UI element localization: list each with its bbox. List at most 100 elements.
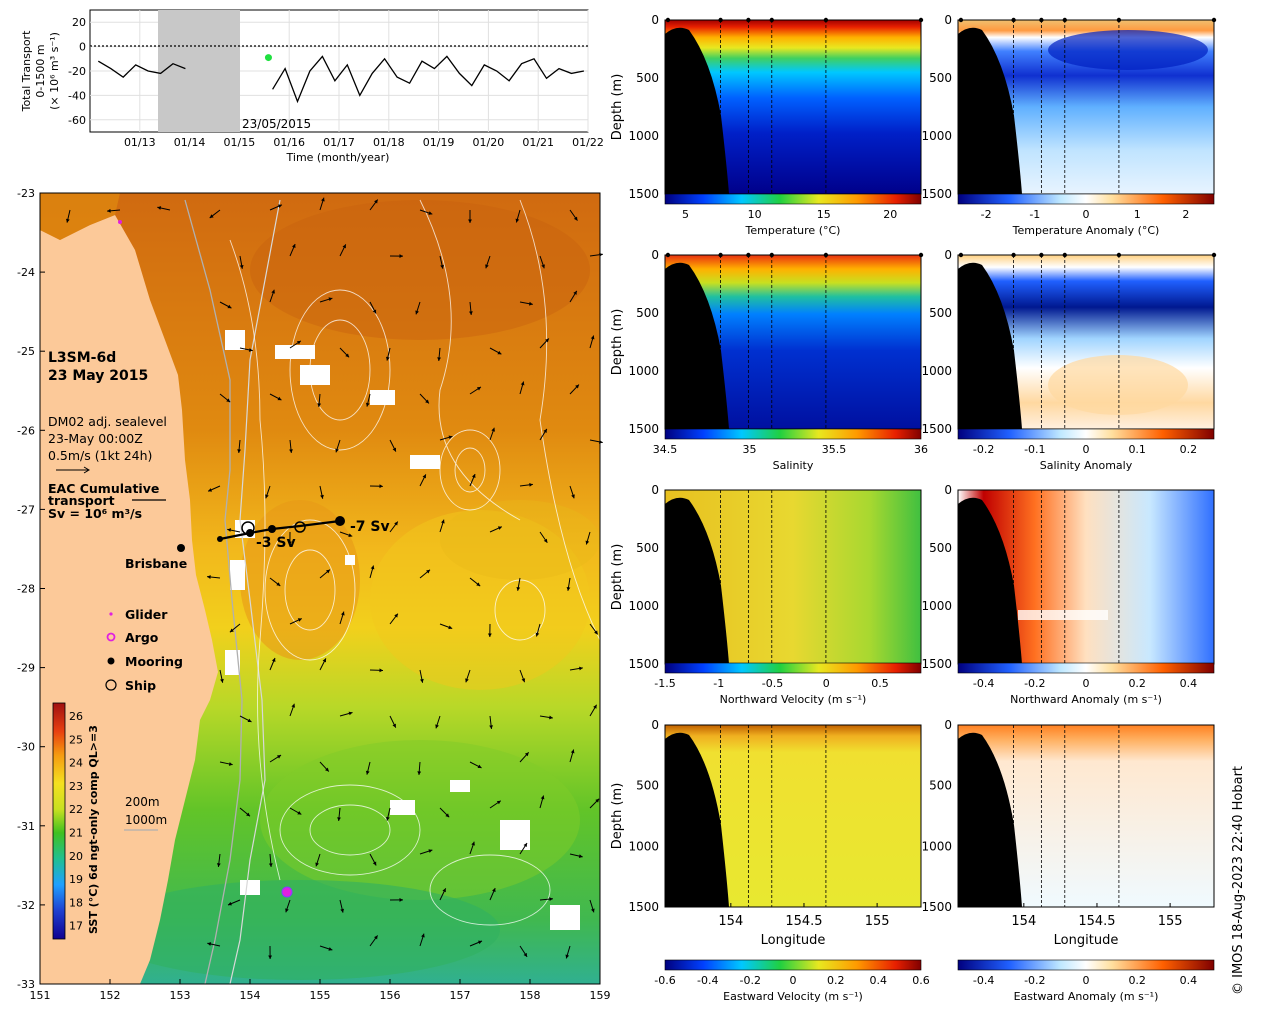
colorbar-tick-label: -1 xyxy=(1029,208,1040,221)
velocity-arrow xyxy=(417,761,422,775)
velocity-arrow xyxy=(419,569,431,579)
ts-xtick-label: 01/17 xyxy=(323,136,355,149)
colorbar-tick-label: -0.4 xyxy=(697,974,718,987)
sst-colorbar-tick: 21 xyxy=(69,827,83,840)
depth-tick-label: 0 xyxy=(651,248,659,262)
velocity-arrow xyxy=(589,623,599,635)
transport-line xyxy=(97,55,585,104)
sst-colorbar-tick: 19 xyxy=(69,873,83,886)
velocity-arrow xyxy=(489,526,503,533)
velocity-arrow xyxy=(539,428,548,441)
colorbar-tick-label: -0.4 xyxy=(973,677,994,690)
ts-xtick-label: 01/22 xyxy=(572,136,604,149)
velocity-arrow xyxy=(519,945,528,958)
section-colorbar xyxy=(957,193,1215,205)
colorbar-tick-label: 35 xyxy=(742,443,756,456)
depth-axis-label: Depth (m) xyxy=(610,74,625,141)
velocity-arrow xyxy=(339,244,347,257)
colorbar-tick-label: 34.5 xyxy=(653,443,678,456)
velocity-arrow xyxy=(585,531,591,545)
legend-glider: Glider xyxy=(125,607,168,622)
colorbar-label: Temperature (°C) xyxy=(745,224,841,237)
sst-colorbar-tick: 25 xyxy=(69,733,83,746)
ts-ylabel-3: (× 10⁶ m³ s⁻¹) xyxy=(48,32,61,110)
velocity-arrow xyxy=(519,842,528,855)
lon-tick-label: 154.5 xyxy=(785,914,822,929)
velocity-arrow xyxy=(419,849,433,855)
velocity-arrow xyxy=(569,384,580,395)
depth-tick-label: 1000 xyxy=(628,839,659,853)
map-ytick-label: -29 xyxy=(17,662,35,675)
velocity-arrow xyxy=(386,807,391,821)
colorbar-tick-label: -0.2 xyxy=(973,443,994,456)
section-moorings xyxy=(217,516,345,542)
velocity-arrow xyxy=(339,347,350,358)
velocity-arrow xyxy=(65,209,71,223)
velocity-arrow xyxy=(319,569,331,579)
velocity-arrow xyxy=(539,897,553,902)
map-ytick-label: -23 xyxy=(17,187,35,200)
depth-tick-label: 0 xyxy=(944,483,952,497)
map-ytick-label: -25 xyxy=(17,345,35,358)
velocity-arrow xyxy=(539,338,550,349)
velocity-arrow xyxy=(437,347,441,361)
ts-xtick-label: 01/18 xyxy=(373,136,405,149)
velocity-arrow xyxy=(565,945,571,959)
section-colorbar xyxy=(664,662,922,674)
section-frame xyxy=(957,724,1215,908)
depth-tick-label: 1000 xyxy=(921,599,952,613)
map-title-2: 23 May 2015 xyxy=(48,368,148,384)
sst-colorbar-ticks: 26 25 24 23 22 21 20 19 18 17 xyxy=(69,710,83,933)
map-ytick-label: -24 xyxy=(17,266,35,279)
depth-tick-label: 1000 xyxy=(628,364,659,378)
velocity-arrow xyxy=(469,473,476,487)
colorbar-tick-label: 0.2 xyxy=(1180,443,1198,456)
velocity-arrow xyxy=(207,575,221,579)
velocity-arrow xyxy=(268,945,273,960)
ts-xtick-label: 01/20 xyxy=(473,136,505,149)
land-australia xyxy=(40,193,218,984)
colorbar-label: Temperature Anomaly (°C) xyxy=(1012,224,1160,237)
velocity-arrow xyxy=(489,427,495,441)
velocity-arrow xyxy=(389,254,404,258)
velocity-arrow xyxy=(389,439,397,452)
map-title-1: L3SM-6d xyxy=(48,350,116,366)
ts-ytick-label: -60 xyxy=(68,114,86,127)
bathymetry xyxy=(958,27,1022,194)
depth-tick-label: 500 xyxy=(636,541,659,555)
velocity-arrow xyxy=(319,485,324,499)
velocity-arrow xyxy=(439,807,450,818)
bathymetry xyxy=(958,732,1022,907)
map-ytick-label: -32 xyxy=(17,899,35,912)
velocity-arrow xyxy=(369,668,384,673)
velocity-arrow xyxy=(289,618,303,625)
ts-xtick-label: 01/15 xyxy=(224,136,256,149)
velocity-arrow xyxy=(389,613,399,625)
map-ytick-label: -31 xyxy=(17,820,35,833)
sst-colorbar-tick: 23 xyxy=(69,780,83,793)
velocity-arrow xyxy=(289,439,293,453)
ts-xtick-label: 01/13 xyxy=(124,136,156,149)
transport-line-2: transport xyxy=(48,493,115,508)
velocity-arrow xyxy=(207,485,221,492)
map-xtick-label: 158 xyxy=(520,989,541,1002)
section-panel: 0 500 1000 1500 -0.2 -0.1 0 0.1 0.2 Salinity Anom… xyxy=(921,248,1217,472)
colorbar-tick-label: 1 xyxy=(1134,208,1141,221)
map-legend: Glider Argo Mooring Ship xyxy=(105,607,183,693)
depth-tick-label: 1500 xyxy=(628,422,659,436)
velocity-arrow xyxy=(269,577,281,587)
velocity-arrow xyxy=(317,393,322,407)
section-colorbar xyxy=(664,193,922,205)
velocity-arrow xyxy=(269,754,282,763)
depth-tick-label: 0 xyxy=(944,13,952,27)
velocity-arrow xyxy=(435,715,441,729)
map-xtick-label: 153 xyxy=(170,989,191,1002)
depth-tick-label: 1500 xyxy=(921,187,952,201)
ts-ylabel-2: 0-1500 m xyxy=(34,44,47,97)
velocity-arrow xyxy=(566,577,571,591)
velocity-arrow xyxy=(339,531,353,537)
velocity-arrow xyxy=(419,209,433,215)
velocity-arrow xyxy=(487,623,492,638)
velocity-arrow xyxy=(419,669,424,683)
depth-axis-label: Depth (m) xyxy=(610,544,625,611)
